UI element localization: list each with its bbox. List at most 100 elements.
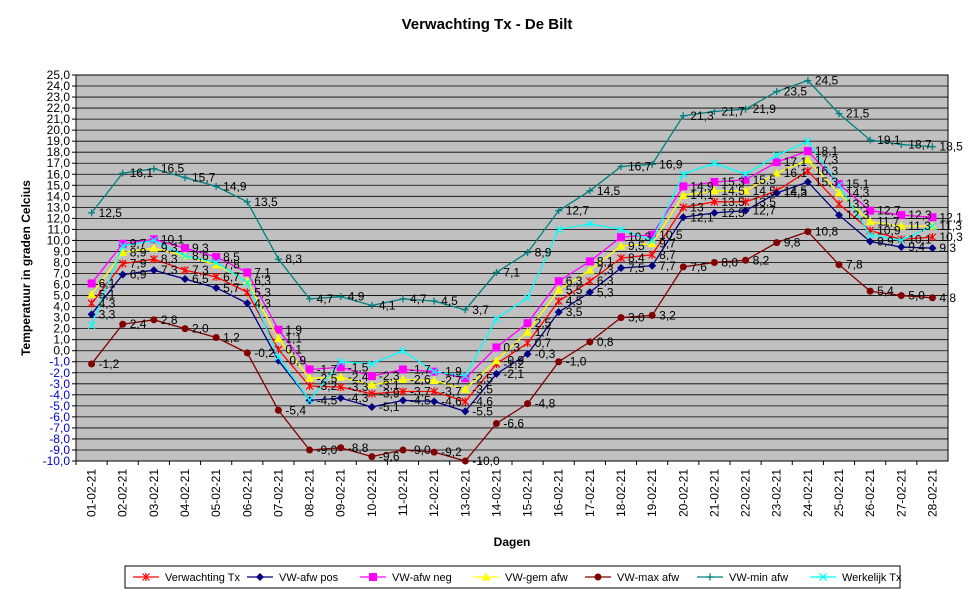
data-label-vw-gem-afw: -2,6 <box>410 372 431 386</box>
data-point-vw-min-afw <box>399 295 407 303</box>
data-label-vw-max-afw: 7,8 <box>846 258 863 272</box>
data-label-verwachting-tx: 6,3 <box>597 274 614 288</box>
data-label-verwachting-tx: -3,7 <box>410 385 431 399</box>
data-point-verwachting-tx <box>710 197 719 206</box>
data-point-vw-afw-neg <box>367 372 376 381</box>
data-point-vw-afw-pos <box>492 369 501 378</box>
x-tick-label: 07-02-21 <box>271 469 285 517</box>
y-axis-ticks: -10,0-9,0-8,0-7,0-6,0-5,0-4,0-3,0-2,0-1,… <box>43 68 76 468</box>
data-label-vw-min-afw: 13,5 <box>254 195 278 209</box>
data-point-vw-afw-neg <box>305 365 314 374</box>
y-tick-label: 8,0 <box>53 255 70 269</box>
data-label-vw-max-afw: -5,4 <box>285 403 306 417</box>
x-tick-label: 06-02-21 <box>240 469 254 517</box>
data-labels-group: 4,37,9 8,37,3 6,75,30,1-3,2 -3,3 -3,9 -3,7 -3,… <box>99 74 964 468</box>
data-point-vw-min-afw <box>306 295 314 303</box>
data-point-werkelijk-tx <box>617 225 625 234</box>
x-tick-label: 21-02-21 <box>707 469 721 517</box>
data-label-vw-gem-afw: 5,1 <box>99 287 116 301</box>
data-label-vw-min-afw: 12,7 <box>566 204 590 218</box>
data-label-vw-afw-pos: -4,5 <box>317 393 338 407</box>
data-label-verwachting-tx: 13,5 <box>721 195 745 209</box>
data-label-vw-min-afw: 21,3 <box>690 109 714 123</box>
data-label-vw-afw-neg: -2,3 <box>379 369 400 383</box>
data-label-vw-max-afw: -9,0 <box>410 443 431 457</box>
data-label-vw-max-afw: 0,8 <box>597 335 614 349</box>
data-point-vw-gem-afw <box>865 217 875 226</box>
data-label-vw-min-afw: 21,9 <box>753 102 777 116</box>
data-label-vw-gem-afw: 9,3 <box>161 241 178 255</box>
data-point-werkelijk-tx <box>835 181 843 190</box>
data-point-vw-afw-pos <box>648 261 657 270</box>
data-point-vw-max-afw <box>897 292 905 300</box>
data-point-vw-afw-neg <box>585 257 594 266</box>
data-point-vw-max-afw <box>306 446 314 454</box>
data-label-verwachting-tx: 10,3 <box>939 230 963 244</box>
data-point-vw-afw-neg <box>243 268 252 277</box>
data-point-verwachting-tx <box>430 387 439 396</box>
data-point-werkelijk-tx <box>274 353 283 362</box>
data-label-verwachting-tx: 14,5 <box>784 184 808 198</box>
data-label-vw-max-afw: -1,0 <box>566 355 587 369</box>
data-point-verwachting-tx <box>367 389 376 398</box>
data-point-vw-gem-afw <box>523 327 533 336</box>
data-point-vw-max-afw <box>337 444 345 452</box>
x-tick-label: 01-02-21 <box>85 469 99 517</box>
data-label-vw-max-afw: -0,2 <box>254 346 275 360</box>
data-label-vw-gem-afw: -0,9 <box>503 354 524 368</box>
data-label-verwachting-tx: 6,7 <box>223 270 240 284</box>
series-line-vw-afw-neg <box>91 150 933 379</box>
data-label-vw-afw-pos: 14,3 <box>784 186 808 200</box>
data-label-vw-gem-afw: 16,1 <box>784 166 808 180</box>
legend: Verwachting Tx VW-afw pos VW-afw neg VW-gem… <box>133 572 902 584</box>
data-point-vw-min-afw <box>368 301 376 309</box>
data-point-vw-afw-neg <box>523 319 532 328</box>
data-point-werkelijk-tx <box>772 151 781 160</box>
data-point-vw-min-afw <box>274 255 282 263</box>
data-point-vw-min-afw <box>804 77 812 85</box>
data-label-vw-gem-afw: 14,1 <box>690 188 714 202</box>
x-tick-label: 26-02-21 <box>863 469 877 517</box>
data-point-vw-max-afw <box>928 294 936 302</box>
legend-label: VW-afw pos <box>279 572 339 584</box>
data-point-vw-max-afw <box>648 311 656 319</box>
data-point-vw-min-afw <box>555 207 563 215</box>
data-point-werkelijk-tx <box>118 241 127 250</box>
data-point-werkelijk-tx <box>367 359 376 368</box>
data-point-vw-gem-afw <box>336 372 346 381</box>
y-tick-label: 13,0 <box>47 200 71 214</box>
data-label-vw-afw-neg: 10,5 <box>659 228 683 242</box>
y-tick-label: 10,0 <box>47 233 71 247</box>
y-tick-label: 21,0 <box>47 112 71 126</box>
y-tick-label: 7,0 <box>53 267 70 281</box>
data-label-vw-afw-neg: 10,1 <box>161 232 185 246</box>
data-label-verwachting-tx: 7,3 <box>192 263 209 277</box>
data-label-vw-min-afw: 14,5 <box>597 184 621 198</box>
data-label-vw-afw-neg: 12,7 <box>877 204 901 218</box>
y-tick-label: -9,0 <box>49 443 70 457</box>
data-label-verwachting-tx: -3,7 <box>441 385 462 399</box>
y-tick-label: 25,0 <box>47 68 71 82</box>
data-point-vw-afw-pos <box>523 350 532 359</box>
data-label-vw-afw-neg: 6,3 <box>566 274 583 288</box>
data-label-verwachting-tx: 13,3 <box>846 197 870 211</box>
x-tick-label: 28-02-21 <box>925 469 939 517</box>
y-tick-label: 18,0 <box>47 145 71 159</box>
data-point-vw-max-afw <box>119 320 127 328</box>
data-point-vw-min-afw <box>492 268 500 276</box>
data-label-vw-gem-afw: 9,5 <box>628 239 645 253</box>
data-point-werkelijk-tx <box>803 137 812 146</box>
data-point-vw-gem-afw <box>118 248 128 257</box>
data-label-vw-max-afw: 7,6 <box>690 260 707 274</box>
data-label-vw-afw-pos: 9,3 <box>939 241 956 255</box>
data-label-verwachting-tx: 16,3 <box>815 164 839 178</box>
data-point-vw-afw-pos <box>866 237 875 246</box>
legend-label: VW-max afw <box>617 572 679 584</box>
series-line-vw-afw-pos <box>91 181 933 413</box>
y-tick-label: 23,0 <box>47 90 71 104</box>
data-point-vw-min-afw <box>524 249 532 257</box>
data-label-vw-max-afw: 3,2 <box>659 308 676 322</box>
data-label-vw-max-afw: -4,8 <box>535 397 556 411</box>
series-vw-min-afw <box>88 77 936 314</box>
data-label-vw-afw-neg: 2,5 <box>535 316 552 330</box>
